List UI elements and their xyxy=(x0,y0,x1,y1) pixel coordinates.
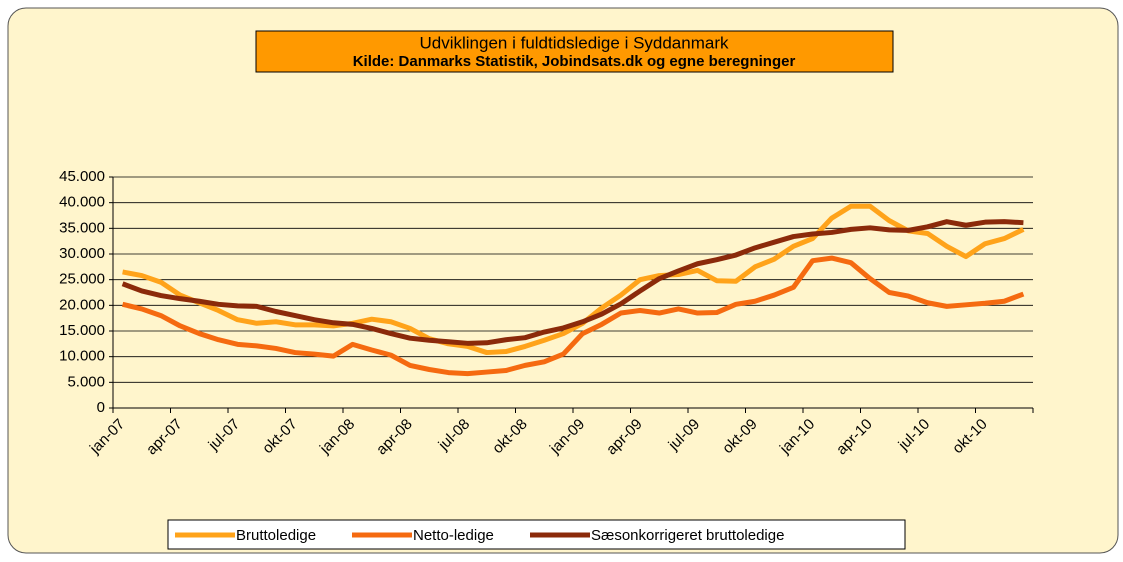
legend-label: Sæsonkorrigeret bruttoledige xyxy=(591,527,784,544)
title-box xyxy=(255,30,894,73)
chart-frame xyxy=(7,7,1119,554)
chart-title: Udviklingen i fuldtidsledige i Syddanmar… xyxy=(420,33,729,52)
series-line xyxy=(122,203,1025,356)
chart-subtitle: Kilde: Danmarks Statistik, Jobindsats.dk… xyxy=(353,53,796,70)
y-tick-label: 20.000 xyxy=(59,296,105,313)
legend-label: Netto-ledige xyxy=(413,527,494,544)
series-line xyxy=(121,219,1024,346)
series-line xyxy=(121,255,1025,377)
y-tick-label: 10.000 xyxy=(59,348,105,365)
y-tick-label: 5.000 xyxy=(67,373,105,390)
y-tick-label: 40.000 xyxy=(59,194,105,211)
legend-label: Bruttoledige xyxy=(236,527,316,544)
y-tick-label: 0 xyxy=(97,399,105,416)
y-tick-label: 15.000 xyxy=(59,322,105,339)
y-tick-label: 35.000 xyxy=(59,219,105,236)
y-tick-label: 45.000 xyxy=(59,168,105,185)
y-tick-label: 30.000 xyxy=(59,245,105,262)
y-tick-label: 25.000 xyxy=(59,271,105,288)
